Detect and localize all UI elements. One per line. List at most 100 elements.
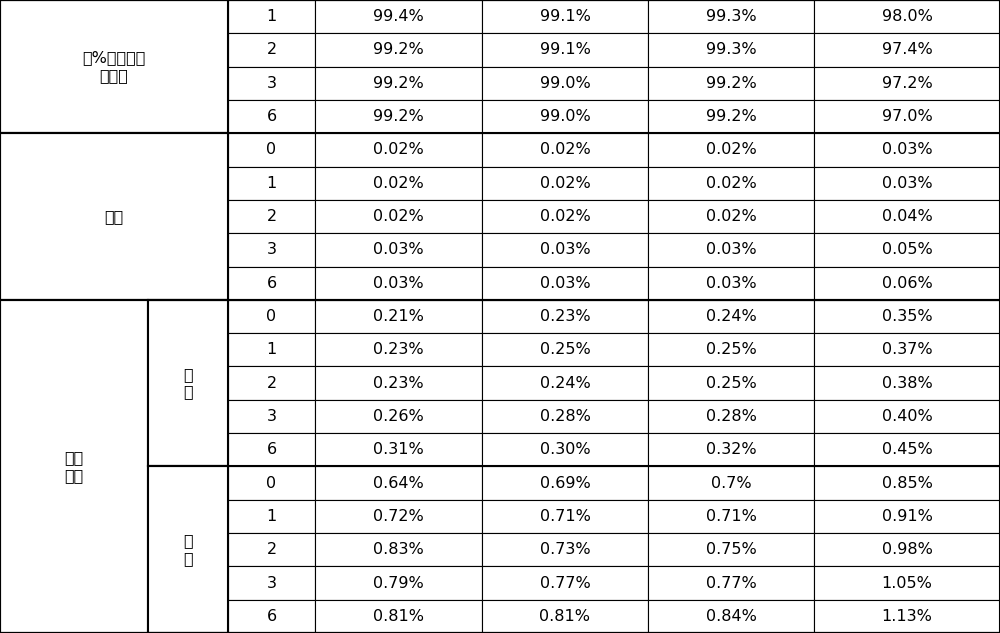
Bar: [482, 233, 648, 266]
Text: 0.83%: 0.83%: [373, 542, 424, 557]
Text: 2: 2: [266, 209, 277, 224]
Bar: [315, 300, 482, 333]
Bar: [0, 34, 148, 66]
Text: 99.3%: 99.3%: [706, 9, 756, 24]
Text: 0.28%: 0.28%: [540, 409, 590, 424]
Bar: [648, 499, 814, 533]
Bar: [814, 599, 1000, 633]
Bar: [315, 233, 482, 266]
Bar: [0, 233, 148, 266]
Text: 0.64%: 0.64%: [373, 475, 424, 491]
Bar: [648, 100, 814, 134]
Text: 0.72%: 0.72%: [373, 509, 424, 524]
Text: 1.13%: 1.13%: [882, 609, 932, 624]
Bar: [814, 467, 1000, 499]
Bar: [228, 66, 315, 100]
Bar: [482, 100, 648, 134]
Bar: [228, 533, 315, 567]
Text: 3: 3: [266, 76, 276, 91]
Text: 97.2%: 97.2%: [882, 76, 932, 91]
Bar: [648, 433, 814, 467]
Text: 99.3%: 99.3%: [706, 42, 756, 58]
Text: 98.0%: 98.0%: [882, 9, 932, 24]
Bar: [228, 34, 315, 66]
Text: 1.05%: 1.05%: [882, 575, 932, 591]
Text: 0.31%: 0.31%: [373, 442, 424, 457]
Bar: [814, 433, 1000, 467]
Text: 0.24%: 0.24%: [706, 309, 756, 324]
Text: 0.73%: 0.73%: [540, 542, 590, 557]
Bar: [148, 367, 228, 400]
Text: 0.03%: 0.03%: [373, 276, 424, 291]
Text: 99.4%: 99.4%: [373, 9, 424, 24]
Bar: [148, 533, 228, 567]
Bar: [648, 134, 814, 166]
Bar: [315, 599, 482, 633]
Bar: [228, 166, 315, 200]
Bar: [148, 499, 228, 533]
Bar: [0, 567, 148, 599]
Bar: [482, 34, 648, 66]
Bar: [814, 400, 1000, 433]
Text: 0.84%: 0.84%: [706, 609, 756, 624]
Text: 0.69%: 0.69%: [540, 475, 590, 491]
Bar: [315, 467, 482, 499]
Bar: [0, 300, 148, 333]
Bar: [814, 233, 1000, 266]
Bar: [482, 66, 648, 100]
Bar: [0, 433, 148, 467]
Bar: [228, 599, 315, 633]
Text: 2: 2: [266, 542, 277, 557]
Text: 6: 6: [266, 442, 277, 457]
Bar: [0, 533, 148, 567]
Text: 99.2%: 99.2%: [373, 42, 424, 58]
Bar: [228, 100, 315, 134]
Bar: [148, 467, 228, 499]
Text: 0: 0: [266, 475, 277, 491]
Text: 2: 2: [266, 42, 277, 58]
Bar: [648, 166, 814, 200]
Bar: [315, 400, 482, 433]
Bar: [482, 467, 648, 499]
Bar: [148, 433, 228, 467]
Bar: [0, 467, 148, 499]
Text: 0.02%: 0.02%: [373, 142, 424, 158]
Bar: [648, 567, 814, 599]
Text: 99.1%: 99.1%: [540, 42, 590, 58]
Bar: [0, 0, 228, 134]
Bar: [648, 34, 814, 66]
Text: 0.79%: 0.79%: [373, 575, 424, 591]
Text: 0.02%: 0.02%: [373, 209, 424, 224]
Bar: [0, 134, 228, 300]
Text: （%，按无水
物计）: （%，按无水 物计）: [82, 51, 146, 83]
Text: 0.03%: 0.03%: [373, 242, 424, 258]
Text: 0.81%: 0.81%: [540, 609, 590, 624]
Bar: [228, 300, 315, 333]
Bar: [482, 567, 648, 599]
Text: 0.24%: 0.24%: [540, 375, 590, 391]
Bar: [315, 0, 482, 34]
Bar: [648, 467, 814, 499]
Text: 3: 3: [266, 242, 276, 258]
Bar: [0, 266, 148, 300]
Bar: [482, 367, 648, 400]
Text: 0.21%: 0.21%: [373, 309, 424, 324]
Bar: [228, 233, 315, 266]
Bar: [648, 66, 814, 100]
Bar: [482, 166, 648, 200]
Bar: [228, 266, 315, 300]
Bar: [148, 66, 228, 100]
Bar: [648, 300, 814, 333]
Bar: [814, 134, 1000, 166]
Bar: [148, 200, 228, 233]
Bar: [814, 333, 1000, 367]
Text: 吡啶: 吡啶: [104, 209, 124, 224]
Text: 2: 2: [266, 375, 277, 391]
Text: 99.1%: 99.1%: [540, 9, 590, 24]
Bar: [482, 333, 648, 367]
Bar: [148, 233, 228, 266]
Text: 0.02%: 0.02%: [540, 209, 590, 224]
Bar: [148, 166, 228, 200]
Bar: [814, 0, 1000, 34]
Text: 0.71%: 0.71%: [706, 509, 756, 524]
